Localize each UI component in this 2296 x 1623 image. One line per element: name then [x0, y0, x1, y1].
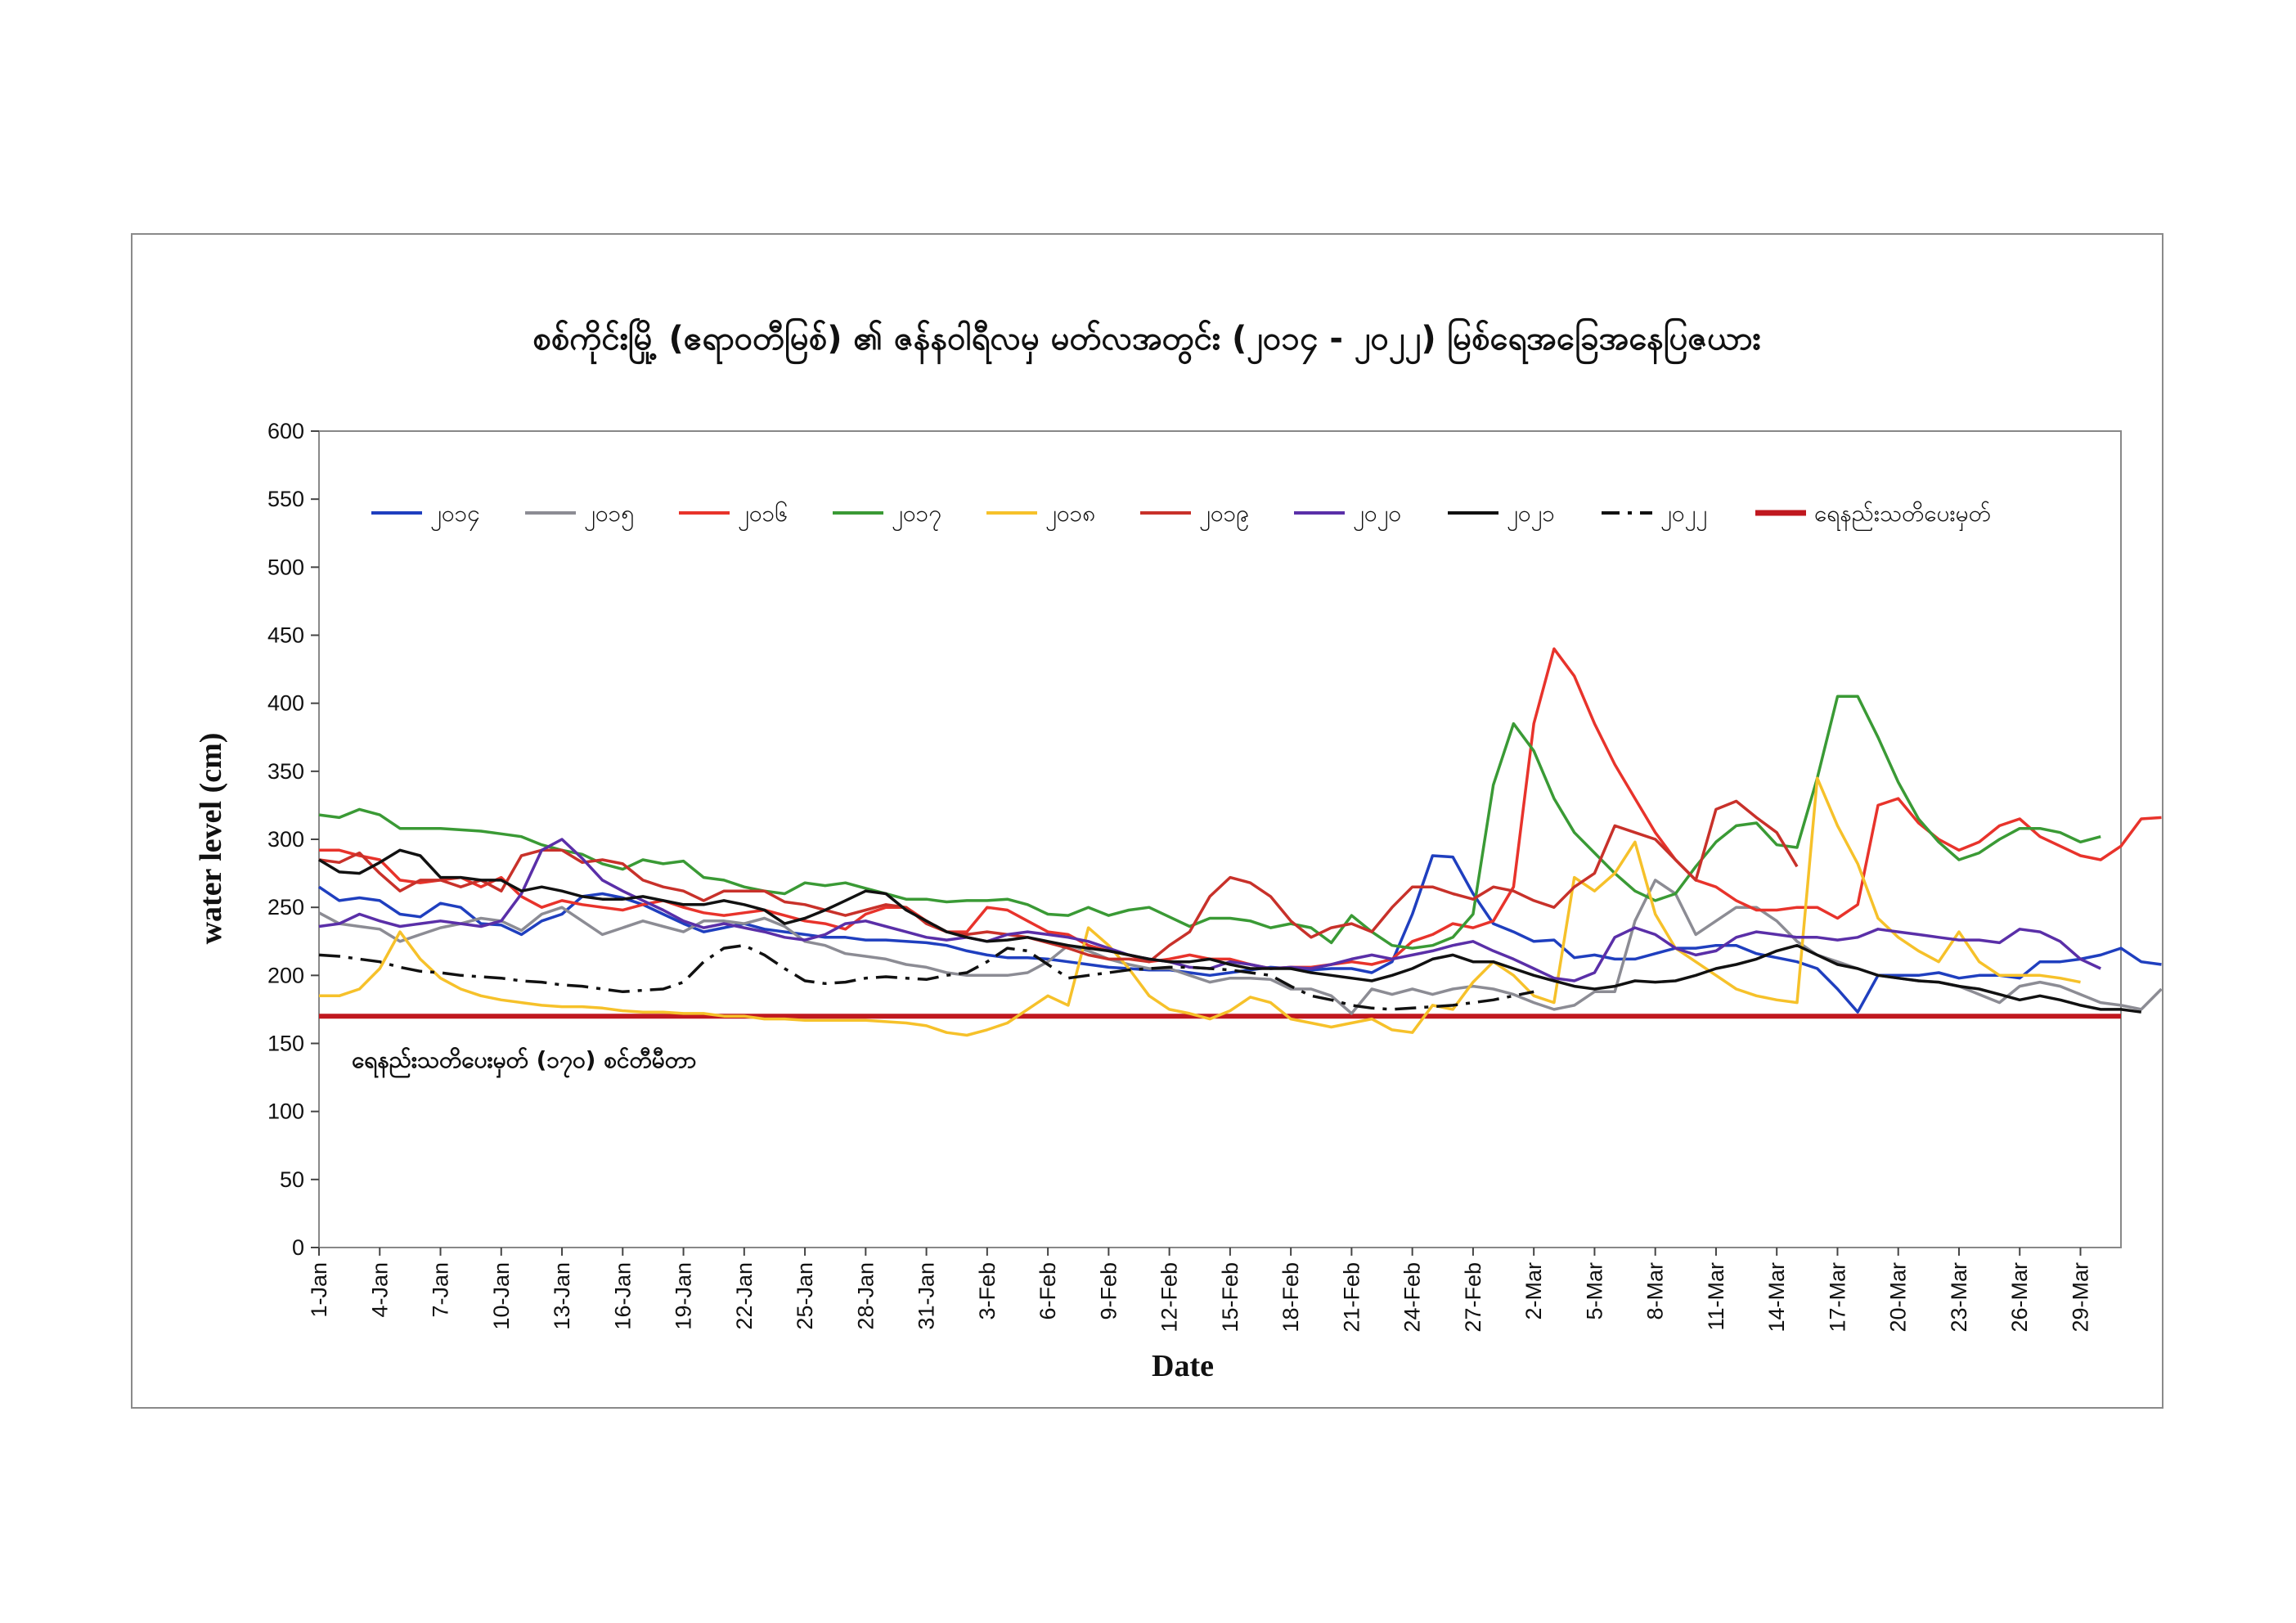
reference-line-label: ရေနည်းသတိပေးမှတ် (၁၇၀) စင်တီမီတာ [352, 1045, 696, 1079]
legend-label-8: ၂၀၂၁ [1507, 500, 1555, 532]
legend-label-10: ရေနည်းသတိပေးမှတ် [1814, 499, 1992, 532]
y-tick-label: 400 [267, 691, 304, 716]
y-tick-label: 100 [267, 1099, 304, 1124]
x-tick-label: 29-Mar [2068, 1262, 2092, 1333]
y-tick-label: 250 [267, 895, 304, 919]
x-tick-label: 11-Mar [1704, 1262, 1728, 1331]
y-tick-label: 300 [267, 827, 304, 852]
water-level-chart: စစ်ကိုင်းမြို့ (ဧရာဝတီမြစ်) ၏ ဇန်နဝါရီလမ… [194, 318, 2162, 1383]
x-tick-label: 25-Jan [793, 1262, 817, 1330]
y-tick-label: 350 [267, 759, 304, 784]
y-tick-label: 150 [267, 1032, 304, 1056]
legend-label-2: ၂၀၁၅ [584, 500, 634, 532]
x-tick-label: 9-Feb [1096, 1262, 1121, 1320]
x-tick-label: 8-Mar [1643, 1262, 1668, 1320]
x-tick-label: 28-Jan [853, 1262, 878, 1330]
plot-area [318, 430, 2122, 1248]
x-tick-label: 20-Mar [1886, 1262, 1911, 1333]
series-line-2 [318, 879, 2162, 1015]
x-tick-label: 27-Feb [1461, 1262, 1485, 1333]
series-line-4 [318, 695, 2101, 950]
x-tick-label: 15-Feb [1218, 1262, 1242, 1333]
x-tick-label: 5-Mar [1582, 1262, 1606, 1320]
x-tick-label: 31-Jan [914, 1262, 939, 1330]
x-tick-label: 6-Feb [1036, 1262, 1060, 1320]
x-tick-label: 12-Feb [1157, 1262, 1182, 1333]
chart-title: စစ်ကိုင်းမြို့ (ဧရာဝတီမြစ်) ၏ ဇန်နဝါရီလမ… [532, 318, 1760, 365]
legend-label-4: ၂၀၁၇ [892, 500, 941, 532]
x-tick-label: 14-Mar [1764, 1262, 1789, 1333]
x-tick-label: 18-Feb [1278, 1262, 1303, 1333]
x-tick-label: 1-Jan [307, 1262, 331, 1318]
y-tick-label: 50 [280, 1167, 304, 1192]
y-axis-title: water level (cm) [194, 733, 228, 945]
x-tick-label: 23-Mar [1947, 1262, 1971, 1333]
x-tick-label: 21-Feb [1339, 1262, 1364, 1333]
legend-label-3: ၂၀၁၆ [738, 499, 788, 532]
series-line-5 [319, 776, 2081, 1037]
x-tick-label: 7-Jan [429, 1262, 453, 1318]
x-axis: 1-Jan 4-Jan 7-Jan 10-Jan 13-Jan 16-Jan 19-Jan 2… [307, 1248, 2092, 1333]
x-tick-label: 22-Jan [732, 1262, 757, 1330]
series-line-6 [318, 799, 1799, 964]
x-axis-title: Date [1152, 1349, 1214, 1383]
series-line-8 [318, 848, 2142, 1014]
y-tick-label: 500 [267, 555, 304, 579]
x-tick-label: 4-Jan [367, 1262, 392, 1318]
legend-label-9: ၂၀၂၂ [1660, 500, 1707, 532]
legend: ၂၀၁၄ ၂၀၁၅ ၂၀၁၆ ၂၀၁၇ ၂၀၁၈ ၂၀၁၉ ၂၀၂၀ ၂၀၂၁ ၂၀၂၂ ရေနည… [371, 499, 1992, 532]
x-tick-label: 17-Mar [1825, 1262, 1849, 1333]
y-axis: 0 50 100 150 200 250 300 350 400 450 500 550 600 [267, 419, 319, 1260]
x-tick-label: 24-Feb [1400, 1262, 1425, 1333]
x-tick-label: 19-Jan [672, 1262, 696, 1330]
legend-label-1: ၂၀၁၄ [430, 500, 480, 532]
y-tick-label: 600 [267, 419, 304, 443]
x-tick-label: 10-Jan [489, 1262, 514, 1330]
legend-label-7: ၂၀၂၀ [1353, 500, 1401, 532]
series-line-9 [318, 943, 1534, 1011]
y-tick-label: 200 [267, 963, 304, 987]
series-lines [318, 647, 2162, 1037]
y-tick-label: 550 [267, 487, 304, 511]
x-tick-label: 2-Mar [1521, 1262, 1546, 1320]
x-tick-label: 3-Feb [975, 1262, 1000, 1320]
legend-label-5: ၂၀၁၈ [1045, 500, 1095, 532]
x-tick-label: 13-Jan [550, 1262, 574, 1330]
chart-frame: စစ်ကိုင်းမြို့ (ဧရာဝတီမြစ်) ၏ ဇန်နဝါရီလမ… [131, 233, 2163, 1409]
legend-label-6: ၂၀၁၉ [1199, 500, 1249, 532]
y-tick-label: 0 [292, 1235, 304, 1260]
x-tick-label: 26-Mar [2007, 1262, 2032, 1333]
y-tick-label: 450 [267, 623, 304, 648]
x-tick-label: 16-Jan [610, 1262, 635, 1330]
